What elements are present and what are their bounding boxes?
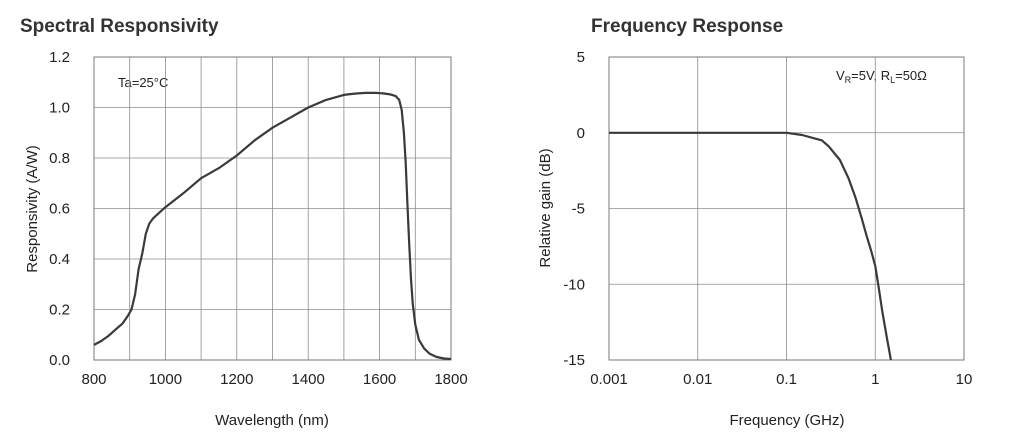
right-x-tick-label: 1 xyxy=(871,371,879,388)
right-series-line-0 xyxy=(609,131,892,361)
left-y-tick-label: 0.6 xyxy=(49,201,70,218)
right-y-tick-label: -5 xyxy=(572,201,585,218)
left-x-tick-label: 1000 xyxy=(149,371,182,388)
right-chart-title: Frequency Response xyxy=(591,16,783,37)
left-y-tick-label: 0.4 xyxy=(49,251,70,268)
left-x-tick-label: 1400 xyxy=(292,371,325,388)
right-y-tick-label: 5 xyxy=(577,49,585,66)
right-x-tick-label: 10 xyxy=(956,371,973,388)
left-y-tick-label: 0.8 xyxy=(49,150,70,167)
right-y-tick-label: -15 xyxy=(563,352,585,369)
right-y-axis-label: Relative gain (dB) xyxy=(537,148,554,267)
left-plot-frame xyxy=(93,56,452,361)
right-x-tick-label: 0.1 xyxy=(776,371,797,388)
left-x-tick-label: 1600 xyxy=(363,371,396,388)
right-plot-frame xyxy=(608,56,965,361)
left-y-axis-label: Responsivity (A/W) xyxy=(24,145,41,273)
left-y-tick-label: 0.2 xyxy=(49,302,70,319)
right-x-tick-label: 0.001 xyxy=(590,371,628,388)
right-y-tick-label: -10 xyxy=(563,276,585,293)
left-y-tick-label: 0.0 xyxy=(49,352,70,369)
left-x-tick-label: 1800 xyxy=(434,371,467,388)
right-annotation-conditions: VR=5V, RL=50Ω xyxy=(836,68,927,85)
left-annotation-temperature: Ta=25°C xyxy=(118,75,168,90)
right-plot-area: 0.001 0.01 0.1 1 10 -15 -10 -5 0 5 xyxy=(563,49,972,388)
right-x-tick-label: 0.01 xyxy=(683,371,712,388)
right-x-axis-label: Frequency (GHz) xyxy=(729,412,844,429)
left-x-tick-label: 1200 xyxy=(220,371,253,388)
left-series-line-0 xyxy=(93,91,452,361)
left-x-axis-label: Wavelength (nm) xyxy=(215,412,329,429)
left-y-tick-label: 1.2 xyxy=(49,49,70,66)
left-plot-area: 800 1000 1200 1400 1600 1800 0.0 0.2 0.4 0.6 0.8 1.… xyxy=(49,49,468,388)
right-y-tick-label: 0 xyxy=(577,125,585,142)
left-chart-title: Spectral Responsivity xyxy=(20,16,219,37)
left-y-tick-label: 1.0 xyxy=(49,100,70,117)
left-x-tick-label: 800 xyxy=(81,371,106,388)
